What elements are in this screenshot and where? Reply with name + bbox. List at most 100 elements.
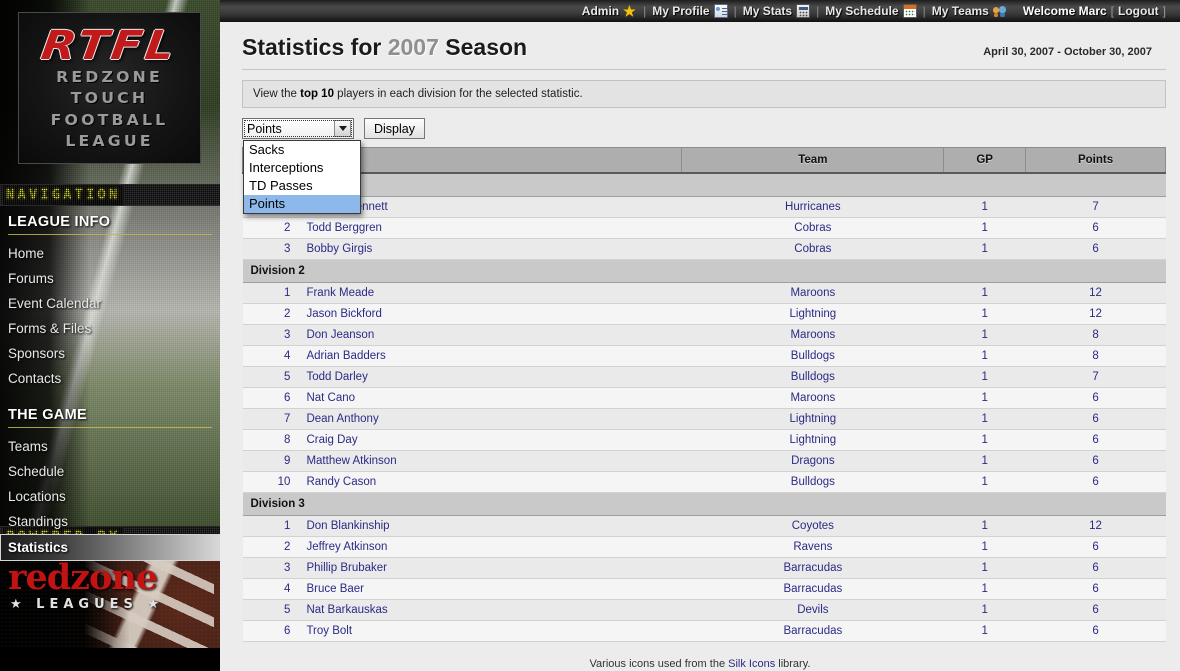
sidebar-item-locations[interactable]: Locations	[8, 489, 66, 504]
team-link[interactable]: Coyotes	[791, 520, 834, 532]
player-link[interactable]: Adrian Badders	[306, 350, 386, 362]
cell-rank: 2	[242, 217, 301, 239]
player-link[interactable]: Todd Darley	[306, 371, 368, 383]
cell-team: Coyotes	[681, 515, 944, 537]
title-row: Statistics for 2007 Season April 30, 200…	[220, 22, 1180, 61]
player-link[interactable]: Nat Cano	[306, 392, 356, 404]
football-texture	[0, 548, 220, 648]
player-link[interactable]: Craig Day	[306, 434, 358, 446]
player-link[interactable]: Jeffrey Atkinson	[306, 541, 388, 553]
player-link[interactable]: Todd Berggren	[306, 222, 382, 234]
chevron-down-icon[interactable]	[334, 120, 351, 137]
table-row: 9 Matthew Atkinson Dragons 1 6	[242, 450, 1166, 472]
sidebar-item-forums[interactable]: Forums	[8, 271, 54, 286]
cell-team: Maroons	[681, 324, 944, 346]
th-gp[interactable]: GP	[943, 147, 1027, 174]
topnav-my-stats-label: My Stats	[742, 4, 793, 18]
player-link[interactable]: Nat Barkauskas	[306, 604, 388, 616]
th-team[interactable]: Team	[681, 147, 945, 174]
cell-rank: 9	[242, 450, 301, 472]
team-link[interactable]: Bulldogs	[790, 350, 835, 362]
cell-player: Adrian Badders	[300, 345, 682, 367]
topnav-separator: |	[922, 4, 926, 18]
cell-player: Todd Darley	[300, 366, 682, 388]
team-link[interactable]: Cobras	[794, 243, 832, 255]
cell-points: 6	[1025, 408, 1166, 430]
team-link[interactable]: Lightning	[789, 413, 837, 425]
player-link[interactable]: Don Blankinship	[306, 520, 390, 532]
leagues-wordmark: ★ LEAGUES ★	[10, 597, 165, 612]
statistic-select-options[interactable]: Sacks Interceptions TD Passes Points	[243, 140, 361, 214]
team-link[interactable]: Lightning	[789, 308, 837, 320]
team-link[interactable]: Ravens	[793, 541, 833, 553]
sidebar-item-schedule[interactable]: Schedule	[8, 464, 65, 479]
table-row: 4 Adrian Badders Bulldogs 1 8	[242, 345, 1166, 367]
cell-gp: 1	[943, 324, 1026, 346]
cell-points: 12	[1025, 282, 1166, 304]
nav-group-the-game: THE GAME Teams Schedule Locations Standi…	[0, 401, 220, 561]
division-header-row: Division 3	[242, 492, 1166, 516]
topnav-admin[interactable]: Admin ★	[582, 4, 637, 18]
cell-rank: 5	[242, 366, 301, 388]
team-link[interactable]: Bulldogs	[790, 371, 835, 383]
option-points[interactable]: Points	[244, 195, 360, 213]
logout-link[interactable]: Logout	[1118, 4, 1159, 18]
sidebar-item-event-calendar[interactable]: Event Calendar	[8, 296, 102, 311]
player-link[interactable]: Phillip Brubaker	[306, 562, 387, 574]
sidebar-item-home[interactable]: Home	[8, 246, 45, 261]
nav-group-title-the-game: THE GAME	[8, 407, 87, 423]
team-link[interactable]: Barracudas	[783, 583, 843, 595]
team-link[interactable]: Dragons	[791, 455, 835, 467]
sidebar-item-contacts[interactable]: Contacts	[8, 371, 62, 386]
display-button[interactable]: Display	[364, 118, 425, 139]
table-row: 3 Bobby Girgis Cobras 1 6	[242, 238, 1166, 260]
silk-icons-link[interactable]: Silk Icons	[728, 658, 776, 670]
option-interceptions[interactable]: Interceptions	[249, 160, 324, 175]
topnav-my-profile[interactable]: My Profile	[652, 4, 728, 18]
page-title-year: 2007	[387, 34, 439, 60]
sidebar-item-forms-files[interactable]: Forms & Files	[8, 321, 92, 336]
team-link[interactable]: Barracudas	[783, 625, 843, 637]
team-link[interactable]: Bulldogs	[790, 476, 835, 488]
topnav-my-teams[interactable]: My Teams	[932, 4, 1007, 18]
player-link[interactable]: Dean Anthony	[306, 413, 379, 425]
statistics-table: Player Team GP Points Division 11Gordon …	[242, 147, 1166, 642]
sidebar-item-teams[interactable]: Teams	[8, 439, 48, 454]
statistic-select[interactable]: Points Sacks Interceptions TD Passes Poi…	[242, 118, 361, 214]
team-link[interactable]: Hurricanes	[785, 201, 841, 213]
option-sacks[interactable]: Sacks	[249, 142, 285, 157]
team-link[interactable]: Barracudas	[783, 562, 843, 574]
sidebar-item-sponsors[interactable]: Sponsors	[8, 346, 66, 361]
player-link[interactable]: Frank Meade	[306, 287, 375, 299]
player-link[interactable]: Troy Bolt	[306, 625, 353, 637]
team-link[interactable]: Cobras	[794, 222, 832, 234]
th-points[interactable]: Points	[1025, 147, 1166, 174]
player-link[interactable]: Jason Bickford	[306, 308, 382, 320]
player-link[interactable]: Bobby Girgis	[306, 243, 373, 255]
player-link[interactable]: Matthew Atkinson	[306, 455, 397, 467]
cell-team: Barracudas	[681, 557, 944, 579]
sidebar-item-statistics[interactable]: Statistics	[0, 534, 220, 561]
page-title-prefix: Statistics for	[242, 34, 388, 60]
topnav-my-stats[interactable]: My Stats	[742, 4, 811, 18]
league-logo[interactable]: RTFL REDZONE TOUCH FOOTBALL LEAGUE	[18, 12, 201, 164]
table-row: 7 Dean Anthony Lightning 1 6	[242, 408, 1166, 430]
team-link[interactable]: Devils	[797, 604, 829, 616]
team-link[interactable]: Maroons	[790, 287, 836, 299]
option-td-passes[interactable]: TD Passes	[249, 178, 313, 193]
topnav-my-schedule[interactable]: My Schedule	[825, 4, 917, 18]
table-row: 4 Bruce Baer Barracudas 1 6	[242, 578, 1166, 600]
sidebar-item-standings[interactable]: Standings	[8, 514, 69, 529]
team-link[interactable]: Maroons	[790, 392, 836, 404]
cell-player: Nat Barkauskas	[300, 599, 682, 621]
team-link[interactable]: Lightning	[789, 434, 837, 446]
player-link[interactable]: Bruce Baer	[306, 583, 364, 595]
player-link[interactable]: Don Jeanson	[306, 329, 375, 341]
redzone-leagues-logo[interactable]: redzone ★ LEAGUES ★	[0, 548, 220, 648]
cell-team: Ravens	[681, 536, 944, 558]
cell-team: Barracudas	[681, 578, 944, 600]
football-laces-icon	[84, 548, 214, 648]
player-link[interactable]: Randy Cason	[306, 476, 377, 488]
info-text-before: View the	[253, 88, 301, 100]
team-link[interactable]: Maroons	[790, 329, 836, 341]
